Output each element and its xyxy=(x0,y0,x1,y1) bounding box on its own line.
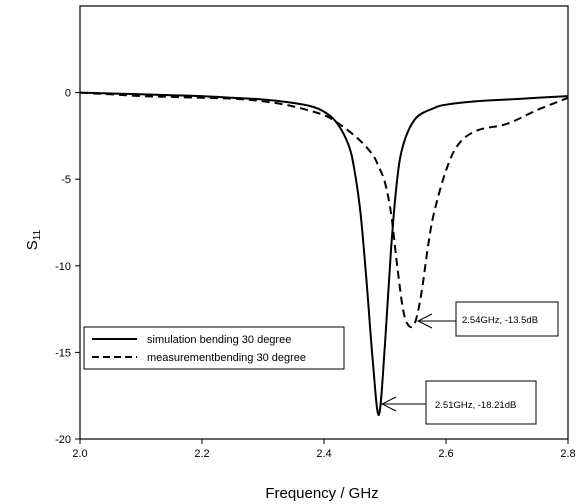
legend-box xyxy=(83,326,345,370)
y-tick-label: -15 xyxy=(55,347,71,359)
x-tick-label: 2.0 xyxy=(72,448,87,460)
annotation-resonance-measurement: 2.54GHz, -13.5dB xyxy=(416,301,559,337)
y-tick-label: -10 xyxy=(55,261,71,273)
annotation-box xyxy=(455,301,559,337)
legend: simulation bending 30 degree measurement… xyxy=(83,326,345,370)
x-tick-label: 2.4 xyxy=(316,448,331,460)
y-tick-label: -20 xyxy=(55,434,71,446)
y-axis-title: S11 xyxy=(24,229,43,250)
y-tick-label: 0 xyxy=(65,88,71,100)
annotation-label: 2.54GHz, -13.5dB xyxy=(462,315,538,326)
x-tick-label: 2.2 xyxy=(194,448,209,460)
x-tick-label: 2.8 xyxy=(560,448,575,460)
annotation-arrowhead xyxy=(416,313,433,329)
annotation-box xyxy=(425,380,537,425)
series-line-measurement xyxy=(79,91,569,329)
x-axis: 2.0 2.2 2.4 2.6 2.8 xyxy=(72,439,576,460)
annotation-resonance-simulation: 2.51GHz, -18.21dB xyxy=(380,380,537,425)
annotation-arrowhead xyxy=(380,396,397,412)
y-axis-title-main: S xyxy=(24,240,41,250)
annotation-label: 2.51GHz, -18.21dB xyxy=(435,400,516,411)
legend-label-measurement: measurementbending 30 degree xyxy=(147,352,306,364)
legend-label-simulation: simulation bending 30 degree xyxy=(147,334,291,346)
series-line-simulation xyxy=(79,91,569,416)
x-tick-label: 2.6 xyxy=(438,448,453,460)
y-tick-label: -5 xyxy=(61,174,71,186)
y-axis-title-sub: 11 xyxy=(32,229,43,240)
series-layer xyxy=(79,91,569,416)
x-axis-title: Frequency / GHz xyxy=(265,485,378,502)
y-axis: 0 -5 -10 -15 -20 xyxy=(55,88,80,446)
